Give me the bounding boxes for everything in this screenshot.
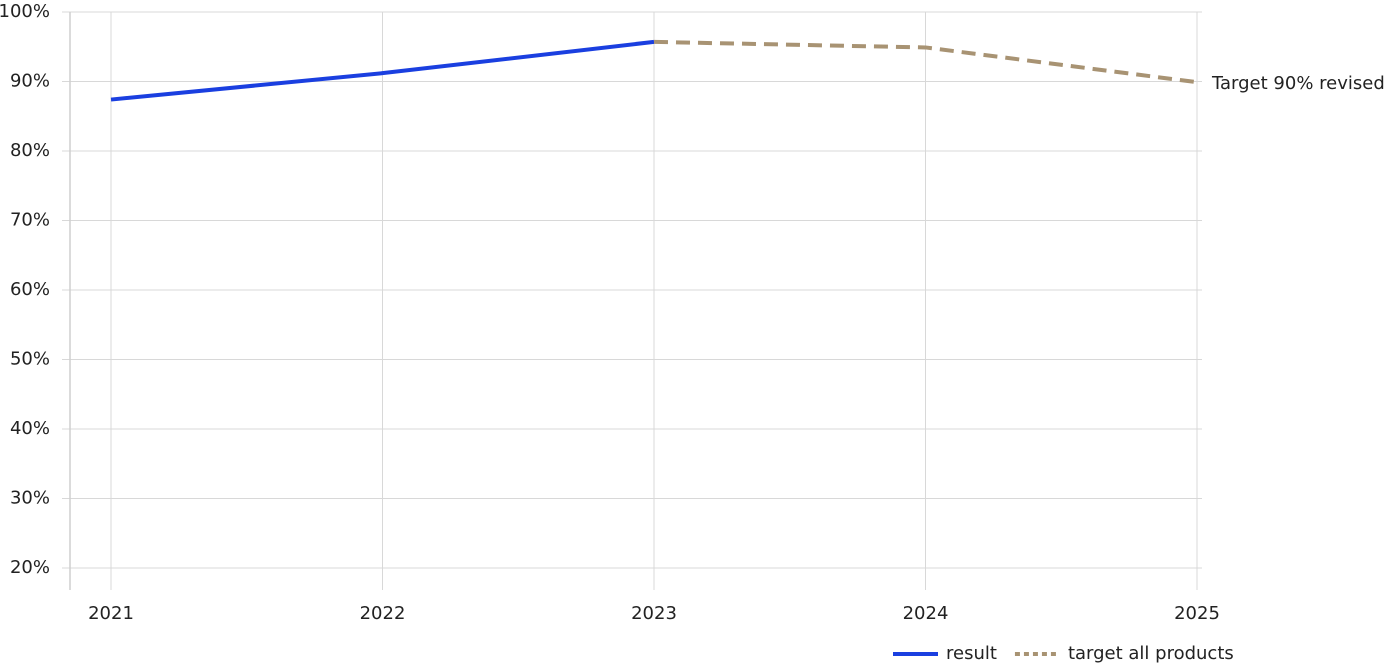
- y-tick-label: 40%: [10, 418, 50, 439]
- line-series: [653, 39, 1198, 85]
- y-tick-label: 90%: [10, 71, 50, 92]
- y-tick-label: 100%: [0, 1, 50, 22]
- y-tick-label: 80%: [10, 140, 50, 161]
- y-tick-label: 20%: [10, 557, 50, 578]
- y-tick-label: 30%: [10, 488, 50, 509]
- x-tick-label: 2022: [360, 603, 406, 624]
- y-tick-label: 50%: [10, 349, 50, 370]
- x-tick-label: 2021: [88, 603, 134, 624]
- annotation: Target 90% revised: [1211, 73, 1384, 94]
- legend-label: result: [946, 643, 997, 664]
- line-series: [110, 39, 655, 102]
- legend-label: target all products: [1068, 643, 1234, 664]
- x-tick-label: 2024: [903, 603, 949, 624]
- x-tick-label: 2023: [631, 603, 677, 624]
- y-tick-label: 60%: [10, 279, 50, 300]
- y-tick-label: 70%: [10, 210, 50, 231]
- x-tick-label: 2025: [1174, 603, 1220, 624]
